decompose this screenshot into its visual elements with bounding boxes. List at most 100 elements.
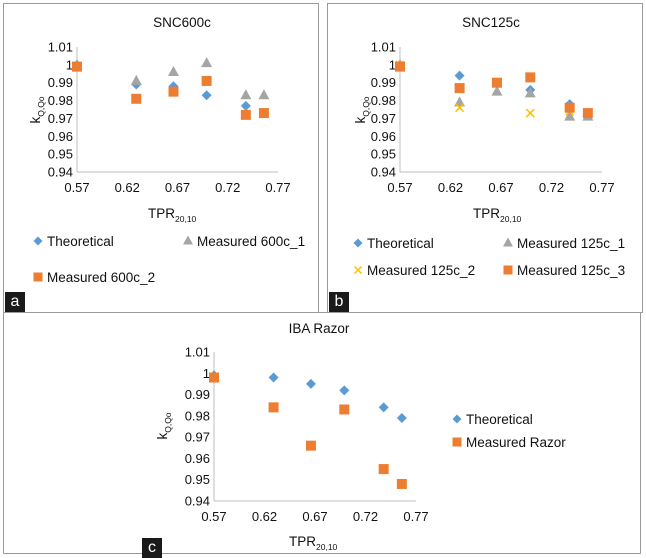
- legend-marker-theoretical: [452, 414, 462, 424]
- y-tick-label: 0.96: [371, 129, 396, 144]
- panel-b-frame: [327, 3, 643, 313]
- x-tick-label: 0.62: [252, 509, 277, 524]
- x-tick-label: 0.67: [488, 180, 513, 195]
- y-tick-label: 0.97: [185, 430, 210, 445]
- y-tick-label: 0.97: [371, 111, 396, 126]
- y-axis-label-subscript: Q,Qo: [36, 96, 46, 117]
- x-tick-label: 0.57: [201, 509, 226, 524]
- x-axis-label: TPR20,10: [473, 206, 522, 224]
- series-measured-600c-2: [72, 61, 269, 120]
- legend-marker-measured-125c-2-stroke-b: [353, 265, 363, 275]
- legend-label: Theoretical: [367, 236, 434, 251]
- legend-item-theoretical: Theoretical: [452, 412, 533, 427]
- x-axis-label-subscript: 20,10: [500, 214, 522, 224]
- data-point-measured-125c-2-stroke-b: [455, 103, 465, 113]
- data-point-measured-razor: [305, 440, 316, 451]
- x-tick-label: 0.62: [438, 180, 463, 195]
- legend-marker-theoretical: [353, 238, 363, 248]
- data-point-measured-125c-3: [582, 108, 593, 119]
- data-point-measured-125c-1: [491, 85, 503, 96]
- y-tick-label: 1.01: [48, 40, 73, 55]
- y-axis-label: kQ,Qo: [28, 96, 46, 123]
- legend-item-measured-600c-2: Measured 600c_2: [33, 270, 155, 285]
- legend-label: Measured Razor: [466, 435, 566, 450]
- legend-marker-measured-125c-1: [503, 237, 513, 247]
- data-point-measured-600c-1: [240, 89, 252, 100]
- data-point-theoretical: [396, 412, 407, 423]
- y-tick-label: 0.96: [185, 451, 210, 466]
- legend-item-measured-125c-3: Measured 125c_3: [503, 263, 625, 278]
- data-point-theoretical: [454, 70, 465, 81]
- data-point-measured-600c-2: [72, 61, 82, 72]
- x-tick-label: 0.67: [165, 180, 190, 195]
- x-tick-label: 0.57: [64, 180, 89, 195]
- data-point-measured-125c-3: [564, 102, 575, 113]
- chart-title: SNC125c: [462, 15, 520, 30]
- chart-snc600c-group: SNC600c 1.01 1 0.99 0.98 0.97 0.96 0.95 0.940.57…: [28, 15, 305, 285]
- legend-item-measured-125c-2: Measured 125c_2: [353, 263, 475, 278]
- data-point-measured-600c-1: [201, 57, 213, 68]
- x-tick-label: 0.77: [403, 509, 428, 524]
- y-tick-label: 1.01: [185, 345, 210, 360]
- legend-marker-measured-600c-2: [33, 272, 43, 282]
- data-point-measured-125c-2: [525, 108, 535, 118]
- legend-marker-measured-125c-2: [353, 265, 363, 275]
- data-point-theoretical: [201, 90, 212, 101]
- data-point-theoretical: [378, 402, 389, 413]
- legend-item-measured-razor: Measured Razor: [452, 435, 566, 450]
- data-point-measured-razor: [396, 478, 407, 489]
- legend-item-measured-125c-1: Measured 125c_1: [503, 236, 625, 251]
- y-tick-label: 0.96: [48, 129, 73, 144]
- data-point-measured-125c-3: [395, 61, 405, 72]
- data-point-measured-125c-1: [564, 110, 576, 121]
- y-axis-label-main: k: [28, 117, 43, 124]
- y-tick-label: 0.99: [371, 75, 396, 90]
- data-point-measured-600c-1: [130, 74, 142, 85]
- series-theoretical: [209, 370, 407, 423]
- chart-snc125c-group: SNC125c 1.01 1 0.99 0.98 0.97 0.96 0.95 0.940.57…: [353, 15, 625, 278]
- x-axis-label-main: TPR: [148, 206, 175, 221]
- y-tick-label: 0.98: [185, 408, 210, 423]
- data-point-theoretical: [268, 372, 279, 383]
- data-point-measured-600c-2: [131, 93, 142, 104]
- x-axis-label-main: TPR: [289, 534, 316, 549]
- y-axis-label: kQ,Qo: [353, 96, 371, 123]
- chart-title: SNC600c: [153, 15, 211, 30]
- data-point-measured-125c-3: [525, 72, 536, 83]
- y-axis-label-main: k: [155, 433, 170, 440]
- y-axis-label-main: k: [353, 117, 368, 124]
- y-tick-label: 0.94: [371, 165, 396, 180]
- x-tick-label: 0.62: [115, 180, 140, 195]
- panel-b-letter: b: [329, 292, 349, 312]
- y-tick-label: 0.98: [48, 93, 73, 108]
- y-axis-label-subscript: Q,Qo: [361, 96, 371, 117]
- y-tick-label: 1: [389, 57, 396, 72]
- panel-c-letter: c: [142, 538, 162, 558]
- data-point-theoretical: [305, 378, 316, 389]
- y-tick-label: 1.01: [371, 40, 396, 55]
- y-tick-label: 0.95: [48, 147, 73, 162]
- x-tick-label: 0.72: [353, 509, 378, 524]
- legend-label: Measured 600c_2: [47, 270, 155, 285]
- panel-a-frame: [3, 3, 319, 313]
- legend-label: Measured 125c_2: [367, 263, 475, 278]
- panel-c-frame: [3, 312, 641, 554]
- y-tick-label: 0.95: [371, 147, 396, 162]
- legend-label: Measured 125c_1: [517, 236, 625, 251]
- y-tick-label: 0.97: [48, 111, 73, 126]
- x-axis-label: TPR20,10: [148, 206, 197, 224]
- series-measured-razor: [209, 372, 407, 489]
- legend-label: Measured 125c_3: [517, 263, 625, 278]
- chart-title: IBA Razor: [289, 321, 350, 336]
- x-tick-label: 0.57: [387, 180, 412, 195]
- legend-item-theoretical: Theoretical: [33, 234, 114, 249]
- y-tick-label: 0.94: [48, 165, 73, 180]
- y-tick-label: 0.99: [185, 387, 210, 402]
- y-tick-label: 0.94: [185, 494, 210, 509]
- legend-label: Theoretical: [47, 234, 114, 249]
- data-point-measured-125c-1: [524, 87, 536, 98]
- x-axis-label-subscript: 20,10: [316, 542, 338, 552]
- legend-marker-measured-125c-3: [503, 265, 513, 275]
